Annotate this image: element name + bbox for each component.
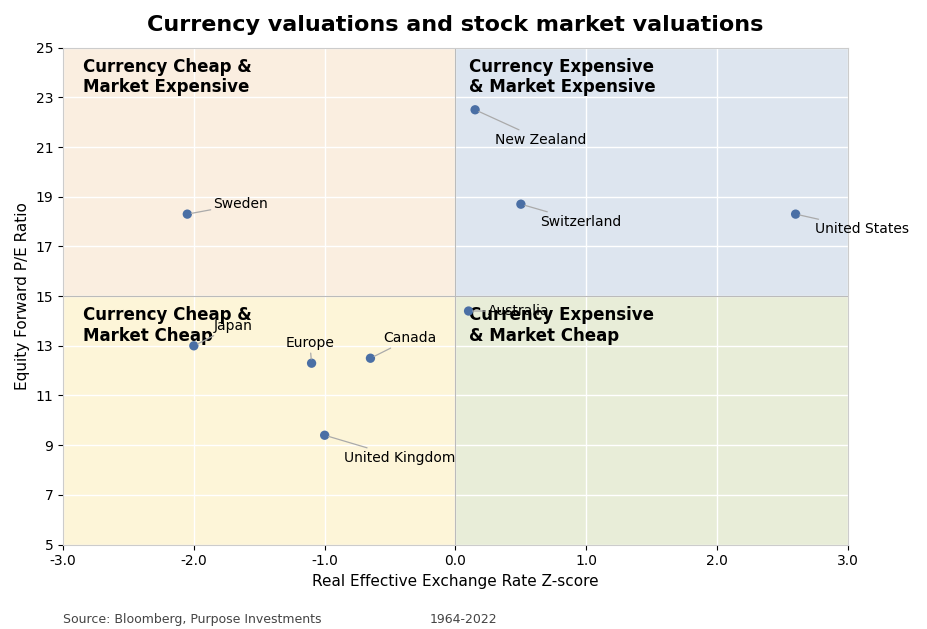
- Point: [304, 358, 319, 368]
- Point: [363, 353, 378, 364]
- Bar: [63, 296, 455, 545]
- Text: Japan: Japan: [197, 319, 252, 344]
- Title: Currency valuations and stock market valuations: Currency valuations and stock market val…: [147, 15, 764, 35]
- Point: [186, 341, 201, 351]
- Text: United States: United States: [800, 215, 909, 236]
- Text: Australia: Australia: [473, 304, 550, 318]
- Text: Switzerland: Switzerland: [525, 205, 622, 228]
- Text: Sweden: Sweden: [191, 197, 268, 213]
- Point: [514, 199, 528, 209]
- Bar: [455, 296, 848, 545]
- Text: Canada: Canada: [375, 331, 437, 357]
- Text: Currency Cheap &
Market Cheap: Currency Cheap & Market Cheap: [83, 306, 251, 345]
- Text: Europe: Europe: [286, 337, 335, 359]
- Text: United Kingdom: United Kingdom: [329, 437, 456, 465]
- Text: Source: Bloomberg, Purpose Investments: Source: Bloomberg, Purpose Investments: [63, 613, 322, 626]
- Point: [180, 209, 195, 219]
- Text: Currency Expensive
& Market Cheap: Currency Expensive & Market Cheap: [468, 306, 654, 345]
- Bar: [455, 48, 848, 296]
- Bar: [63, 48, 455, 296]
- Point: [317, 430, 332, 440]
- Text: New Zealand: New Zealand: [479, 111, 586, 147]
- Text: 1964-2022: 1964-2022: [430, 613, 497, 626]
- Point: [788, 209, 803, 219]
- Point: [468, 105, 483, 115]
- Point: [461, 306, 476, 316]
- X-axis label: Real Effective Exchange Rate Z-score: Real Effective Exchange Rate Z-score: [312, 574, 599, 589]
- Text: Currency Expensive
& Market Expensive: Currency Expensive & Market Expensive: [468, 58, 655, 96]
- Y-axis label: Equity Forward P/E Ratio: Equity Forward P/E Ratio: [15, 202, 30, 390]
- Text: Currency Cheap &
Market Expensive: Currency Cheap & Market Expensive: [83, 58, 251, 96]
